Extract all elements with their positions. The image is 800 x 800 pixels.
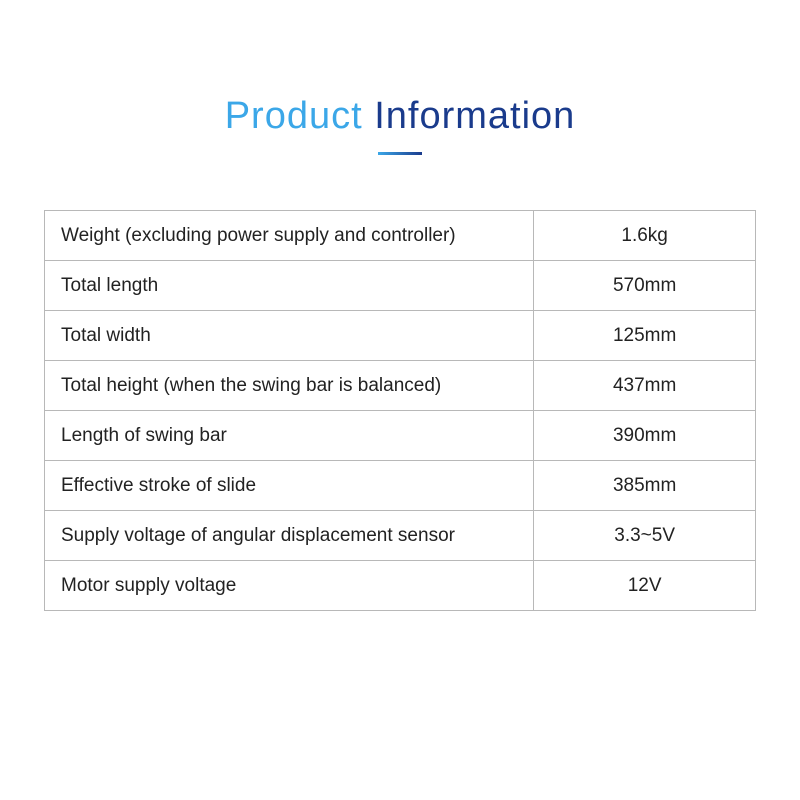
table-row: Total length 570mm [45,261,756,311]
spec-label: Length of swing bar [45,411,534,461]
spec-label: Total width [45,311,534,361]
spec-label: Motor supply voltage [45,561,534,611]
spec-label: Supply voltage of angular displacement s… [45,511,534,561]
title-word-1: Product [225,95,363,137]
table-row: Total height (when the swing bar is bala… [45,361,756,411]
spec-value: 437mm [534,361,756,411]
page-title: Product Information [225,95,576,138]
spec-value: 3.3~5V [534,511,756,561]
table-row: Weight (excluding power supply and contr… [45,211,756,261]
spec-value: 12V [534,561,756,611]
title-block: Product Information [225,95,576,155]
spec-value: 125mm [534,311,756,361]
table-row: Length of swing bar 390mm [45,411,756,461]
title-underline [378,152,422,155]
spec-value: 390mm [534,411,756,461]
title-word-2: Information [374,95,575,137]
spec-value: 570mm [534,261,756,311]
table-row: Supply voltage of angular displacement s… [45,511,756,561]
table-row: Motor supply voltage 12V [45,561,756,611]
table-row: Total width 125mm [45,311,756,361]
spec-value: 1.6kg [534,211,756,261]
spec-label: Effective stroke of slide [45,461,534,511]
spec-value: 385mm [534,461,756,511]
spec-label: Total height (when the swing bar is bala… [45,361,534,411]
spec-table: Weight (excluding power supply and contr… [44,210,756,611]
spec-label: Weight (excluding power supply and contr… [45,211,534,261]
table-row: Effective stroke of slide 385mm [45,461,756,511]
spec-label: Total length [45,261,534,311]
